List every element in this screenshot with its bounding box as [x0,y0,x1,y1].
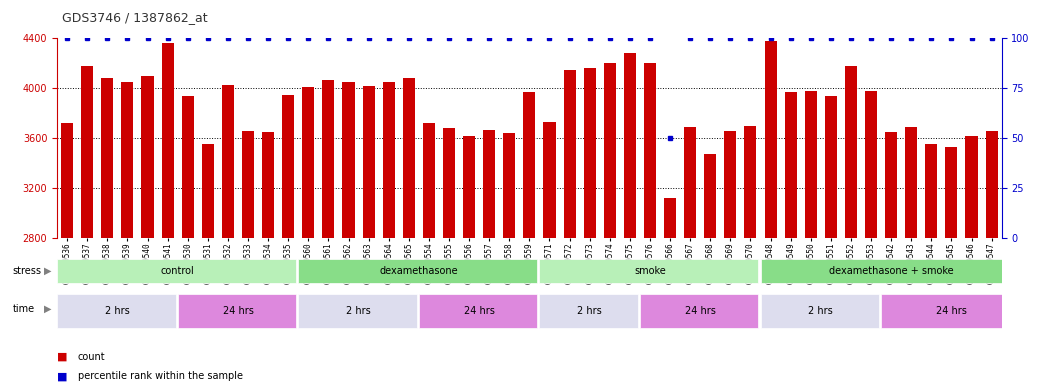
Text: count: count [78,352,106,362]
FancyBboxPatch shape [298,259,538,283]
Bar [343,82,355,238]
Bar [624,53,636,238]
Text: stress: stress [12,266,42,276]
Bar [503,133,515,238]
Text: dexamethasone + smoke: dexamethasone + smoke [828,266,954,276]
Bar [443,128,455,238]
FancyBboxPatch shape [881,294,1019,328]
Bar [885,132,897,238]
Bar [704,154,716,238]
Bar [544,122,555,238]
Bar [865,91,877,238]
Bar [302,87,315,238]
Text: time: time [12,304,34,314]
Bar [483,129,495,238]
Text: 2 hrs: 2 hrs [105,306,130,316]
Bar [946,147,957,238]
Text: ■: ■ [57,371,67,381]
FancyBboxPatch shape [57,294,175,328]
Bar [965,136,978,238]
Text: GDS3746 / 1387862_at: GDS3746 / 1387862_at [62,12,208,25]
Bar [403,78,415,238]
Bar [845,66,857,238]
Bar [986,131,998,238]
Text: 24 hrs: 24 hrs [685,306,715,316]
Bar [765,41,776,238]
Bar [664,198,676,238]
Text: dexamethasone: dexamethasone [380,266,458,276]
Bar [182,96,194,238]
Text: percentile rank within the sample: percentile rank within the sample [78,371,243,381]
FancyBboxPatch shape [540,294,638,328]
Bar [242,131,254,238]
FancyBboxPatch shape [639,294,759,328]
Bar [604,63,616,238]
Bar [81,66,93,238]
Bar [282,94,294,238]
Bar [463,136,475,238]
Bar [61,123,73,238]
Bar [121,82,134,238]
Text: control: control [161,266,194,276]
Bar [222,84,234,238]
Text: 2 hrs: 2 hrs [809,306,834,316]
Bar [362,86,375,238]
Bar [323,79,334,238]
Bar [383,82,394,238]
Text: smoke: smoke [634,266,665,276]
Bar [684,127,696,238]
Bar [523,92,536,238]
Bar [422,123,435,238]
Bar [201,144,214,238]
Bar [644,63,656,238]
Bar [583,68,596,238]
FancyBboxPatch shape [419,294,538,328]
Text: ▶: ▶ [44,266,51,276]
Text: 2 hrs: 2 hrs [347,306,371,316]
FancyBboxPatch shape [298,294,417,328]
Text: 2 hrs: 2 hrs [577,306,602,316]
Bar [162,43,173,238]
Bar [785,92,797,238]
FancyBboxPatch shape [761,294,879,328]
FancyBboxPatch shape [57,259,296,283]
Bar [725,131,736,238]
Bar [925,144,937,238]
Bar [262,132,274,238]
Bar [564,70,576,238]
Text: ▶: ▶ [44,304,51,314]
Text: 24 hrs: 24 hrs [936,306,966,316]
Bar [825,96,837,238]
Text: 24 hrs: 24 hrs [222,306,253,316]
Bar [141,76,154,238]
Text: ■: ■ [57,352,67,362]
Bar [744,126,757,238]
FancyBboxPatch shape [761,259,1019,283]
Bar [102,78,113,238]
Bar [905,127,918,238]
FancyBboxPatch shape [177,294,296,328]
Bar [804,91,817,238]
Text: 24 hrs: 24 hrs [464,306,494,316]
FancyBboxPatch shape [540,259,759,283]
